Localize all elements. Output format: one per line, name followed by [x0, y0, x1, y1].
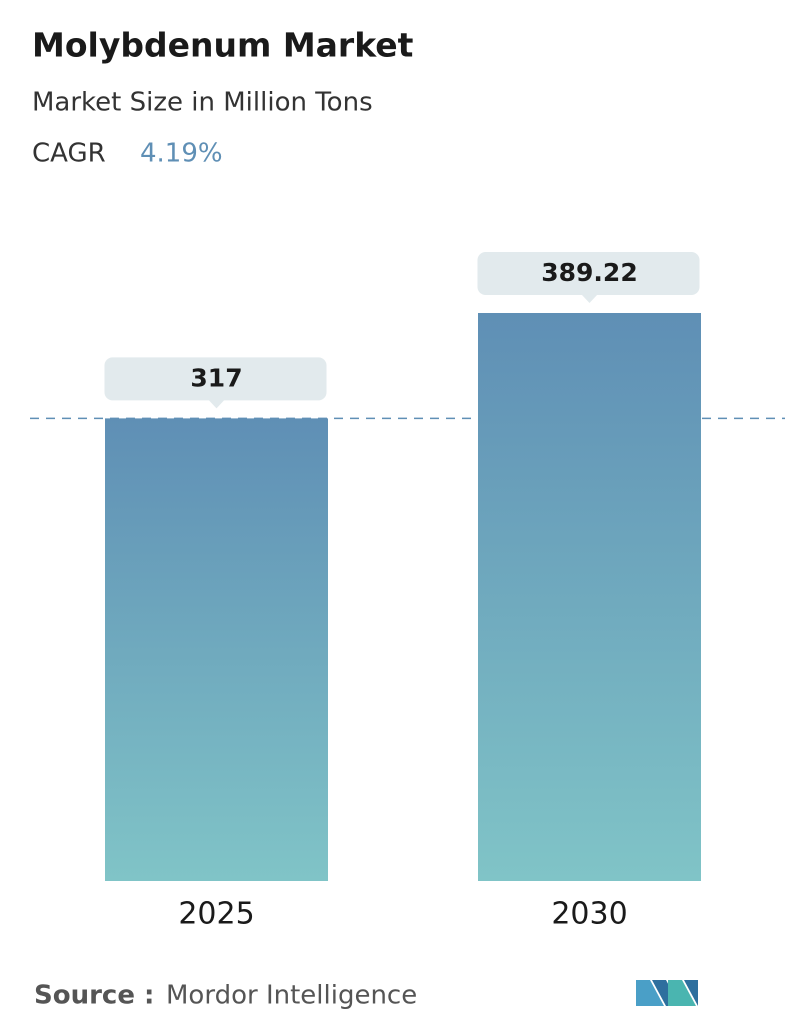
cagr-value: 4.19% — [140, 139, 223, 169]
source-name: Mordor Intelligence — [166, 981, 417, 1011]
chart-title: Molybdenum Market — [32, 26, 414, 65]
bar — [478, 313, 701, 881]
cagr-label: CAGR — [32, 139, 106, 169]
x-tick-label: 2030 — [551, 897, 627, 932]
bar — [105, 418, 328, 881]
logo — [636, 980, 698, 1006]
value-label-pointer — [581, 294, 598, 303]
value-label: 317 — [190, 363, 242, 392]
value-label-box — [477, 252, 700, 295]
value-label: 389.22 — [541, 258, 637, 287]
source-label: Source : — [34, 981, 154, 1011]
value-label-pointer — [208, 399, 225, 409]
value-label-box — [104, 357, 327, 401]
x-tick-label: 2025 — [178, 897, 254, 932]
chart-subtitle: Market Size in Million Tons — [32, 88, 373, 118]
